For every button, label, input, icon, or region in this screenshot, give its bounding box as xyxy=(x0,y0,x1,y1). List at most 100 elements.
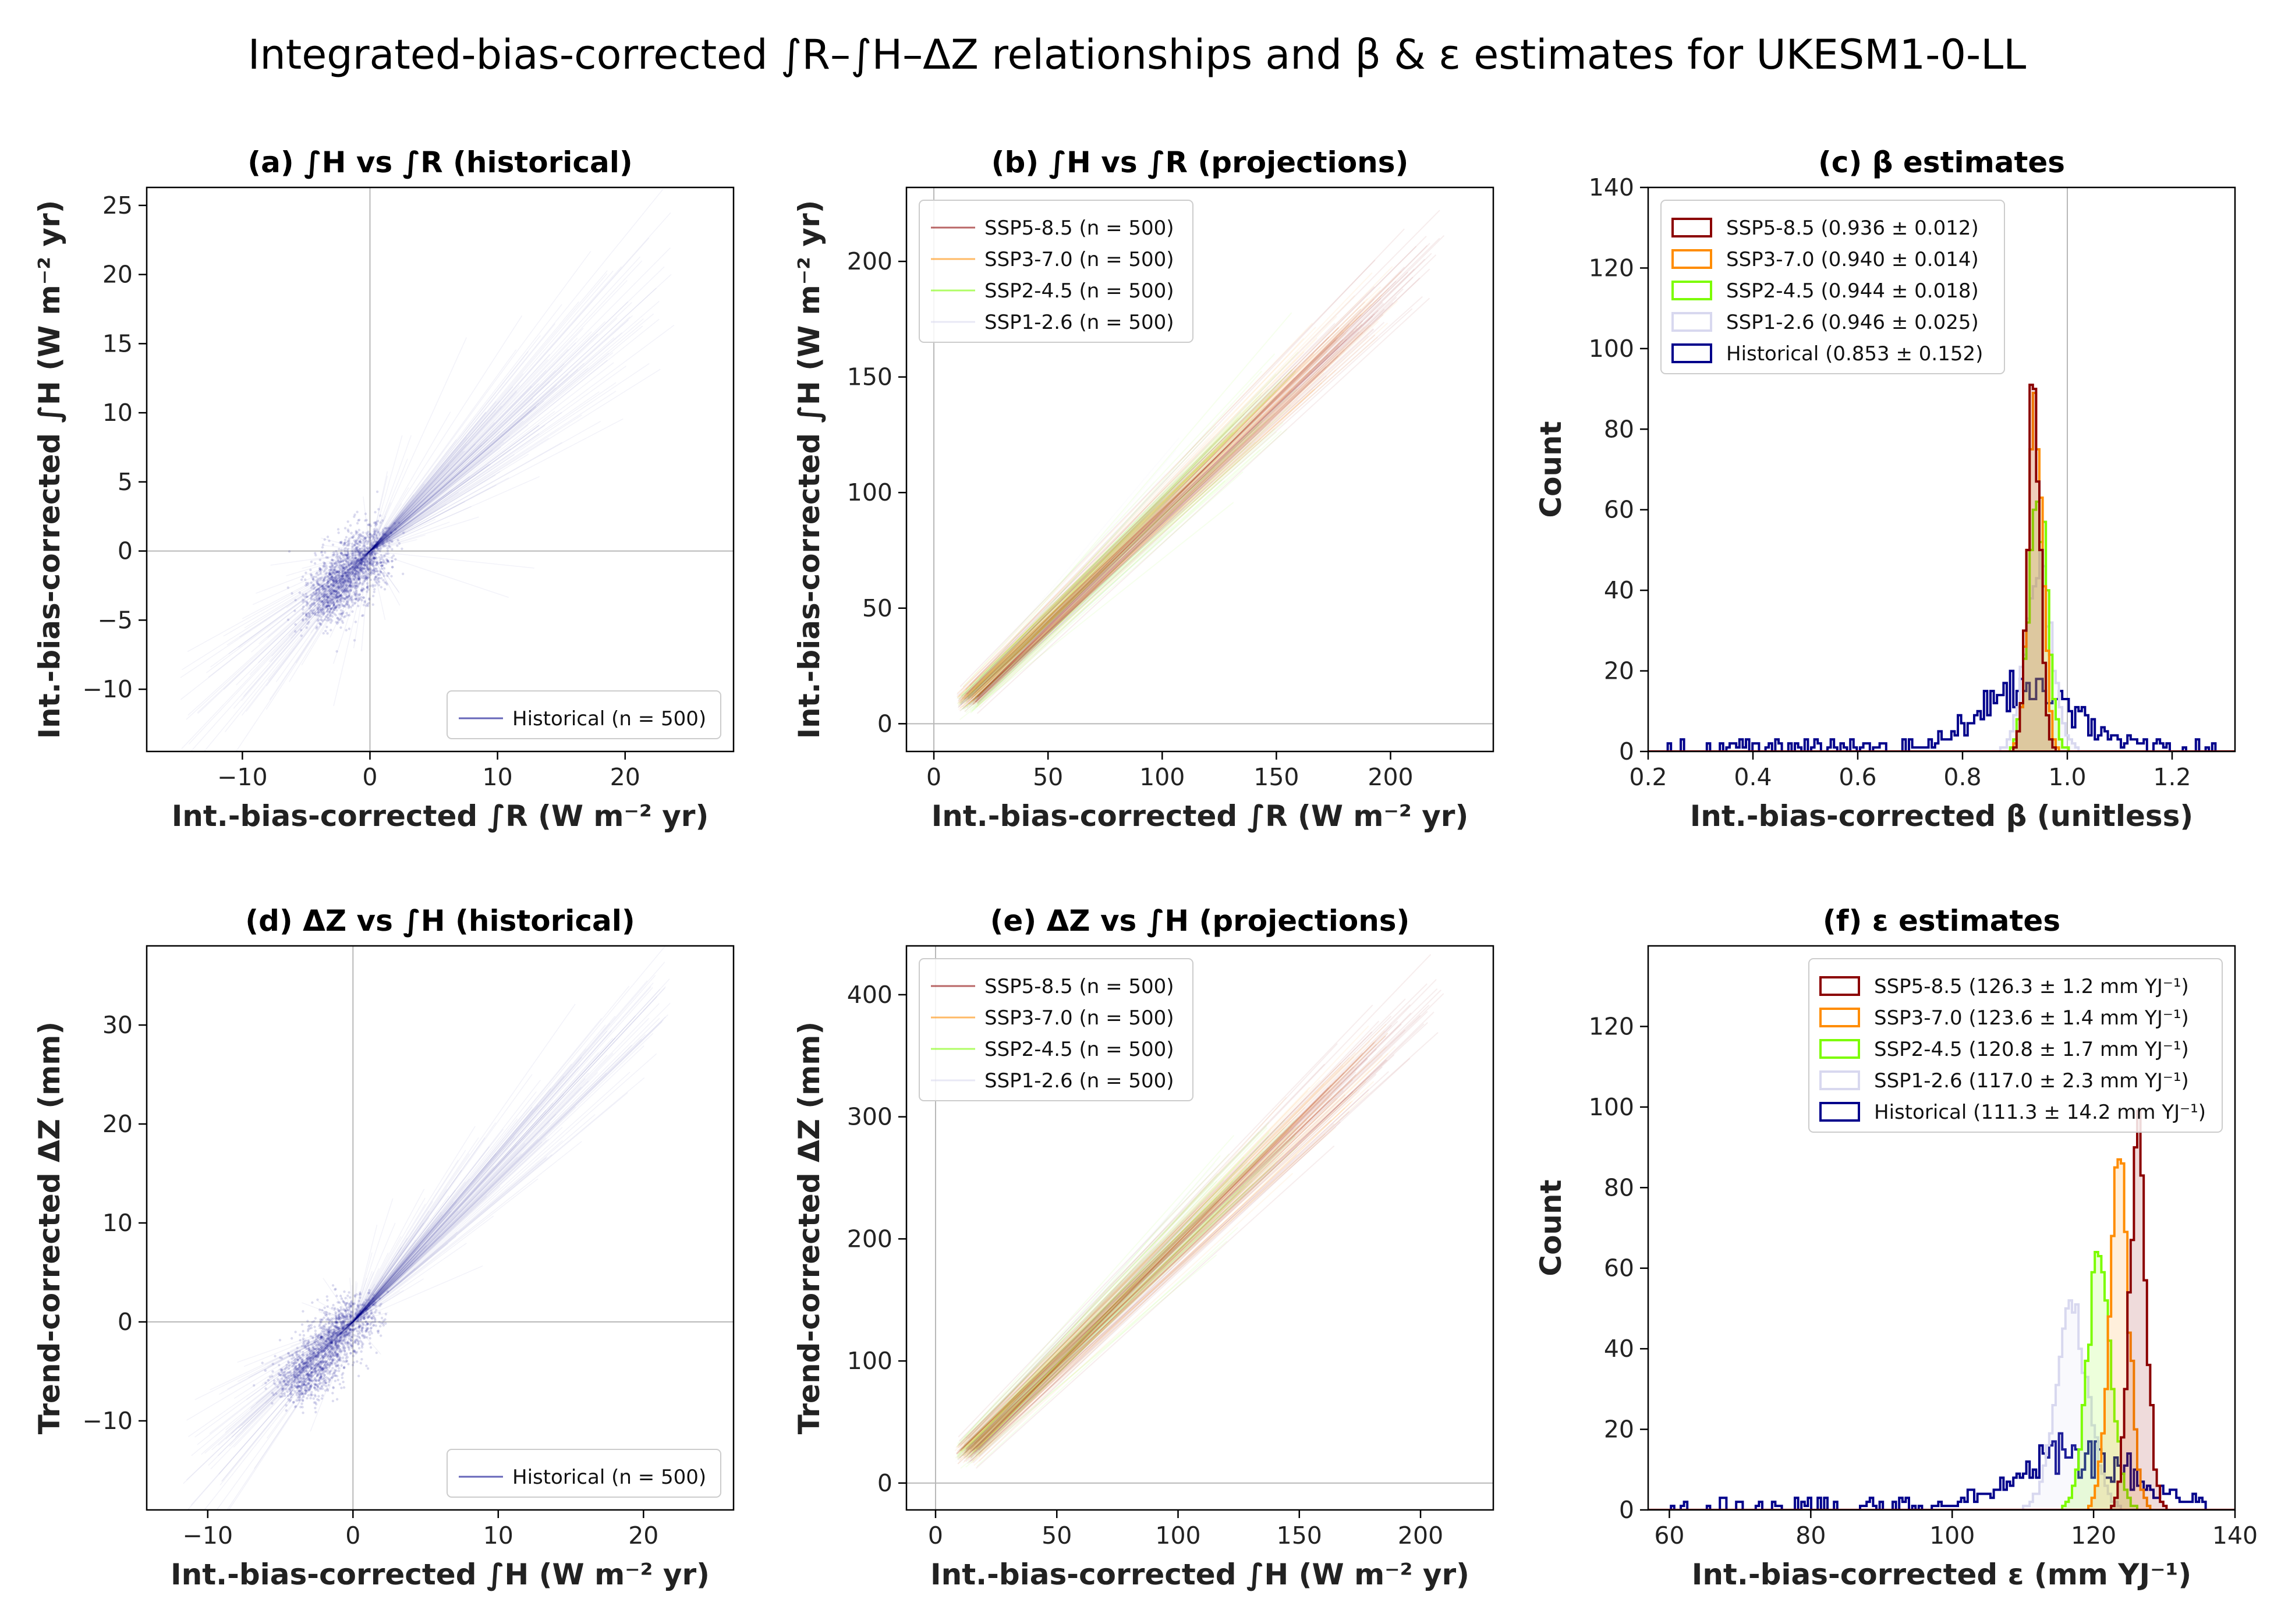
data-point xyxy=(335,1320,338,1324)
data-point xyxy=(323,1324,326,1327)
data-point xyxy=(357,1339,360,1342)
series-line xyxy=(369,302,632,552)
data-point xyxy=(352,1329,355,1332)
data-point xyxy=(320,1335,323,1338)
data-point xyxy=(355,586,358,589)
data-point xyxy=(335,1335,338,1338)
data-point xyxy=(283,1392,286,1395)
data-point xyxy=(401,572,405,576)
data-point xyxy=(339,612,343,615)
data-point xyxy=(302,1342,305,1345)
series-line xyxy=(369,331,592,552)
series-line xyxy=(369,270,614,552)
data-point xyxy=(358,533,362,536)
data-point xyxy=(371,562,374,565)
data-point xyxy=(319,1336,322,1339)
data-point xyxy=(337,558,339,561)
series-line xyxy=(973,1172,1294,1466)
data-point xyxy=(344,598,347,601)
data-point xyxy=(367,568,370,571)
data-point xyxy=(291,1393,294,1396)
data-point xyxy=(342,1320,345,1323)
data-point xyxy=(372,551,376,554)
data-point xyxy=(320,608,323,612)
y-tick-label: 80 xyxy=(1604,415,1634,443)
data-point xyxy=(297,1392,300,1396)
data-point xyxy=(381,533,384,536)
data-point xyxy=(340,588,343,592)
series-line xyxy=(976,484,1181,700)
data-point xyxy=(332,571,335,574)
data-point xyxy=(314,1348,318,1351)
data-point xyxy=(302,1412,304,1414)
data-point xyxy=(353,1316,356,1319)
y-tick-label: 60 xyxy=(1604,1254,1634,1282)
data-point xyxy=(331,591,334,594)
data-point xyxy=(324,1347,327,1350)
data-point xyxy=(329,618,332,621)
data-point xyxy=(340,540,343,544)
data-point xyxy=(355,539,359,542)
series-line xyxy=(310,551,371,611)
data-point xyxy=(341,590,344,593)
data-point xyxy=(355,546,357,549)
data-point xyxy=(396,544,399,547)
data-point xyxy=(302,1374,305,1377)
data-point xyxy=(343,1336,346,1339)
data-point xyxy=(300,1367,303,1370)
data-point xyxy=(336,616,339,620)
data-point xyxy=(398,542,401,545)
data-point xyxy=(325,1346,328,1349)
data-point xyxy=(278,1363,281,1367)
data-point xyxy=(337,565,341,569)
legend-e: SSP5-8.5 (n = 500)SSP3-7.0 (n = 500)SSP2… xyxy=(919,958,1193,1101)
data-point xyxy=(314,1329,317,1332)
data-point xyxy=(347,576,350,579)
data-point xyxy=(366,590,369,593)
data-point xyxy=(335,580,338,583)
data-point xyxy=(306,602,310,605)
series-line xyxy=(962,497,1163,698)
data-point xyxy=(299,1366,302,1368)
data-point xyxy=(301,1381,304,1384)
data-point xyxy=(352,534,355,537)
data-point xyxy=(356,1343,360,1346)
data-point xyxy=(328,585,331,588)
data-point xyxy=(324,1370,327,1373)
series-line xyxy=(266,1321,353,1439)
data-point xyxy=(311,1374,314,1377)
data-point xyxy=(312,1397,315,1400)
y-tick-label: 100 xyxy=(1589,1093,1634,1121)
data-point xyxy=(319,1375,323,1378)
data-point xyxy=(351,545,354,548)
data-point xyxy=(318,1320,322,1324)
data-point xyxy=(334,614,337,617)
data-point xyxy=(318,598,321,601)
data-point xyxy=(329,600,332,603)
data-point xyxy=(296,1374,300,1377)
data-point xyxy=(332,588,335,591)
data-point xyxy=(304,1368,307,1371)
series-line xyxy=(370,424,546,552)
data-point xyxy=(316,1356,319,1359)
legend-c: SSP5-8.5 (0.936 ± 0.012)SSP3-7.0 (0.940 … xyxy=(1660,200,2005,374)
data-point xyxy=(328,1363,332,1367)
data-point xyxy=(316,614,318,617)
data-point xyxy=(323,597,326,601)
data-point xyxy=(295,1372,298,1375)
data-point xyxy=(304,1389,307,1392)
data-point xyxy=(284,1384,287,1387)
data-point xyxy=(297,1391,300,1394)
data-point xyxy=(335,1369,338,1373)
data-point xyxy=(346,1323,349,1327)
data-point xyxy=(346,1343,349,1346)
histogram-ssp370 xyxy=(1648,391,2235,751)
data-point xyxy=(334,1374,337,1377)
y-tick-label: 60 xyxy=(1604,496,1634,524)
series-line xyxy=(291,1321,353,1347)
data-point xyxy=(321,1338,325,1341)
series-line xyxy=(369,524,381,551)
data-point xyxy=(310,594,313,597)
data-point xyxy=(385,538,389,541)
data-point xyxy=(335,1321,338,1324)
